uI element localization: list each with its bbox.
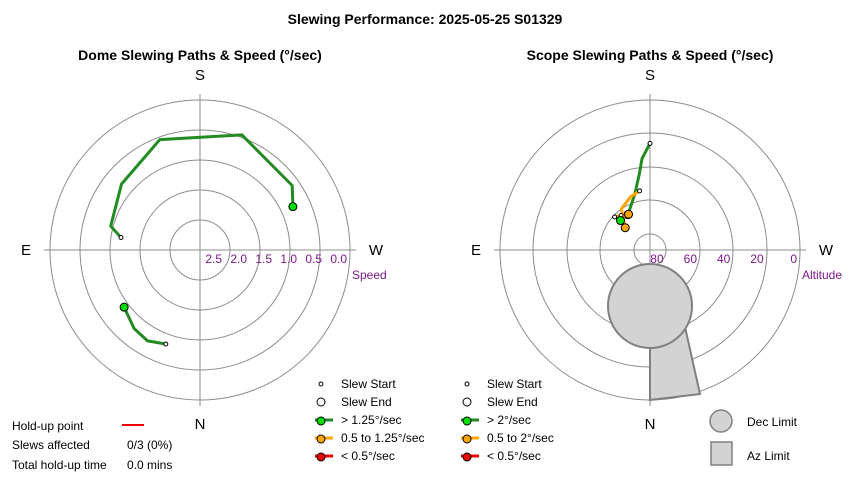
dec-limit-legend-label: Dec Limit [747, 415, 798, 429]
radial-tick-label: 80 [650, 252, 664, 266]
scope-cardinal-bottom: N [645, 416, 656, 433]
slews-affected-value: 0/3 (0%) [127, 438, 172, 452]
az-limit-legend-marker [710, 441, 733, 466]
slew-start-point [647, 140, 653, 146]
scope-cardinal-right: W [819, 242, 834, 259]
holdup-time-label: Total hold-up time [12, 458, 107, 472]
holdup-point-label: Hold-up point [12, 419, 84, 433]
limits-legend: Dec Limit Az Limit [709, 409, 798, 466]
legend-mid-marker [316, 434, 326, 444]
slew-start-point [637, 188, 643, 194]
scope-panel: Scope Slewing Paths & Speed (°/sec) S N … [471, 47, 842, 433]
legend-item: Slew Start [341, 377, 396, 391]
scope-cardinal-left: E [471, 242, 481, 259]
scope-slew-paths [612, 140, 653, 233]
radial-tick-label: 1.5 [255, 252, 272, 266]
legend-item: 0.5 to 2°/sec [487, 431, 554, 445]
legend-slow-marker [462, 452, 472, 462]
scope-cardinal-top: S [645, 67, 655, 84]
scope-radial-ticks: 80 60 40 20 0 [650, 252, 797, 266]
dome-chart-title: Dome Slewing Paths & Speed (°/sec) [78, 47, 322, 63]
legend-fast-marker [462, 416, 472, 426]
slew-end-point [288, 202, 298, 212]
holdup-time-value: 0.0 mins [127, 458, 172, 472]
slew-path [122, 306, 167, 346]
radial-tick-label: 0.5 [305, 252, 322, 266]
legend-item: Slew End [341, 395, 392, 409]
dome-legend: Slew Start Slew End > 1.25°/sec 0.5 to 1… [315, 377, 425, 463]
slews-affected-label: Slews affected [12, 438, 90, 452]
legend-slew-end-marker [316, 397, 326, 407]
scope-limit-zone [607, 263, 702, 402]
legend-slow-marker [316, 452, 326, 462]
slew-start-point [612, 214, 618, 220]
slew-end-point [624, 209, 634, 219]
radial-tick-label: 0 [790, 252, 797, 266]
dome-slew-paths [109, 133, 298, 347]
radial-tick-label: 1.0 [280, 252, 297, 266]
radial-tick-label: 2.5 [205, 252, 222, 266]
legend-item: 0.5 to 1.25°/sec [341, 431, 425, 445]
radial-tick-label: 40 [717, 252, 731, 266]
legend-item: < 0.5°/sec [341, 449, 395, 463]
radial-tick-label: 2.0 [230, 252, 247, 266]
scope-legend: Slew Start Slew End > 2°/sec 0.5 to 2°/s… [461, 377, 554, 463]
holdup-stats: Hold-up point Slews affected 0/3 (0%) To… [12, 419, 172, 472]
dome-radial-label: Speed [352, 268, 387, 282]
scope-radial-label: Altitude [802, 268, 842, 282]
dome-grid [44, 94, 356, 406]
figure-title: Slewing Performance: 2025-05-25 S01329 [288, 11, 563, 27]
legend-item: > 1.25°/sec [341, 413, 402, 427]
legend-item: < 0.5°/sec [487, 449, 541, 463]
slew-path [626, 142, 652, 216]
dome-cardinal-top: S [195, 67, 205, 84]
legend-item: > 2°/sec [487, 413, 531, 427]
radial-tick-label: 60 [684, 252, 698, 266]
dome-cardinal-bottom: N [195, 416, 206, 433]
dome-radial-ticks: 2.5 2.0 1.5 1.0 0.5 0.0 [205, 252, 347, 266]
slew-path [109, 133, 295, 239]
dome-cardinal-left: E [21, 242, 31, 259]
az-limit-legend-label: Az Limit [747, 449, 790, 463]
slew-end-point [616, 216, 626, 226]
slew-end-point [119, 302, 129, 312]
radial-tick-label: 0.0 [330, 252, 347, 266]
legend-mid-marker [462, 434, 472, 444]
legend-fast-marker [316, 416, 326, 426]
legend-item: Slew Start [487, 377, 542, 391]
legend-slew-start-marker [464, 381, 470, 387]
legend-slew-start-marker [318, 381, 324, 387]
radial-tick-label: 20 [750, 252, 764, 266]
scope-dec-limit-zone [607, 263, 693, 349]
legend-slew-end-marker [462, 397, 472, 407]
dome-panel: Dome Slewing Paths & Speed (°/sec) S N E… [21, 47, 387, 433]
slew-end-point [620, 223, 630, 233]
legend-item: Slew End [487, 395, 538, 409]
slew-start-point [118, 234, 124, 240]
dec-limit-legend-marker [709, 409, 733, 433]
scope-chart-title: Scope Slewing Paths & Speed (°/sec) [527, 47, 774, 63]
slew-start-point [163, 341, 169, 347]
dome-cardinal-right: W [369, 242, 384, 259]
